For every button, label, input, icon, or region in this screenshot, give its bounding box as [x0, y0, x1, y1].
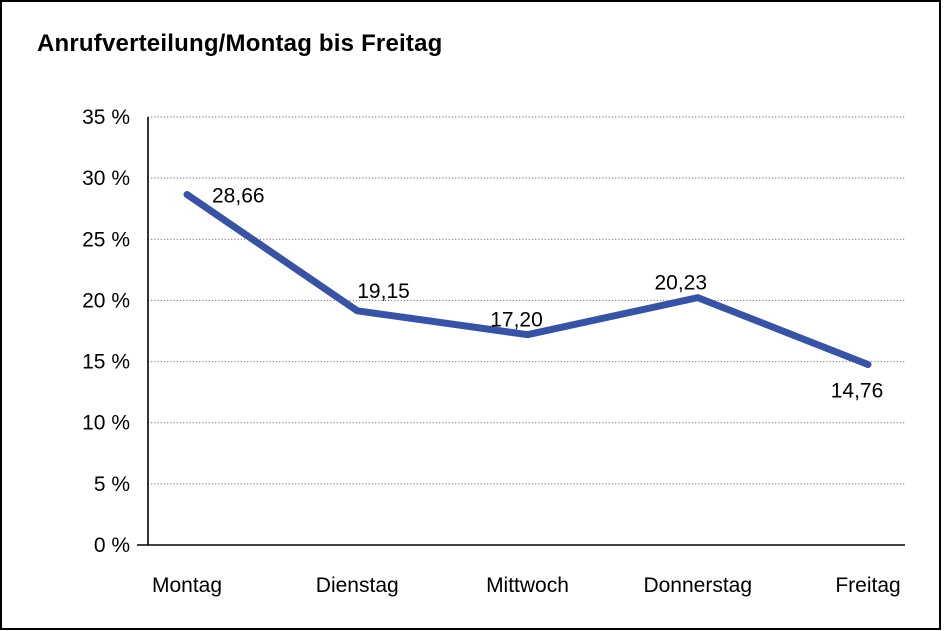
x-tick-label: Dienstag — [316, 574, 399, 597]
series-line — [183, 191, 872, 369]
chart-title: Anrufverteilung/Montag bis Freitag — [37, 30, 443, 57]
data-point-label: 19,15 — [357, 280, 410, 303]
y-tick-label: 35 % — [82, 106, 130, 129]
y-tick-label: 30 % — [82, 167, 130, 190]
data-point-label: 17,20 — [490, 309, 543, 332]
data-point-label: 28,66 — [212, 185, 265, 208]
y-tick-label: 10 % — [82, 412, 130, 435]
y-tick-label: 25 % — [82, 228, 130, 251]
x-tick-label: Montag — [152, 574, 222, 597]
y-tick-label: 20 % — [82, 289, 130, 312]
data-point-label: 20,23 — [654, 272, 707, 295]
y-tick-label: 0 % — [94, 534, 130, 557]
data-point-label: 14,76 — [831, 380, 884, 403]
y-tick-label: 15 % — [82, 351, 130, 374]
y-tick-label: 5 % — [94, 473, 130, 496]
x-tick-label: Mittwoch — [486, 574, 569, 597]
x-tick-label: Freitag — [835, 574, 900, 597]
x-tick-label: Donnerstag — [643, 574, 752, 597]
